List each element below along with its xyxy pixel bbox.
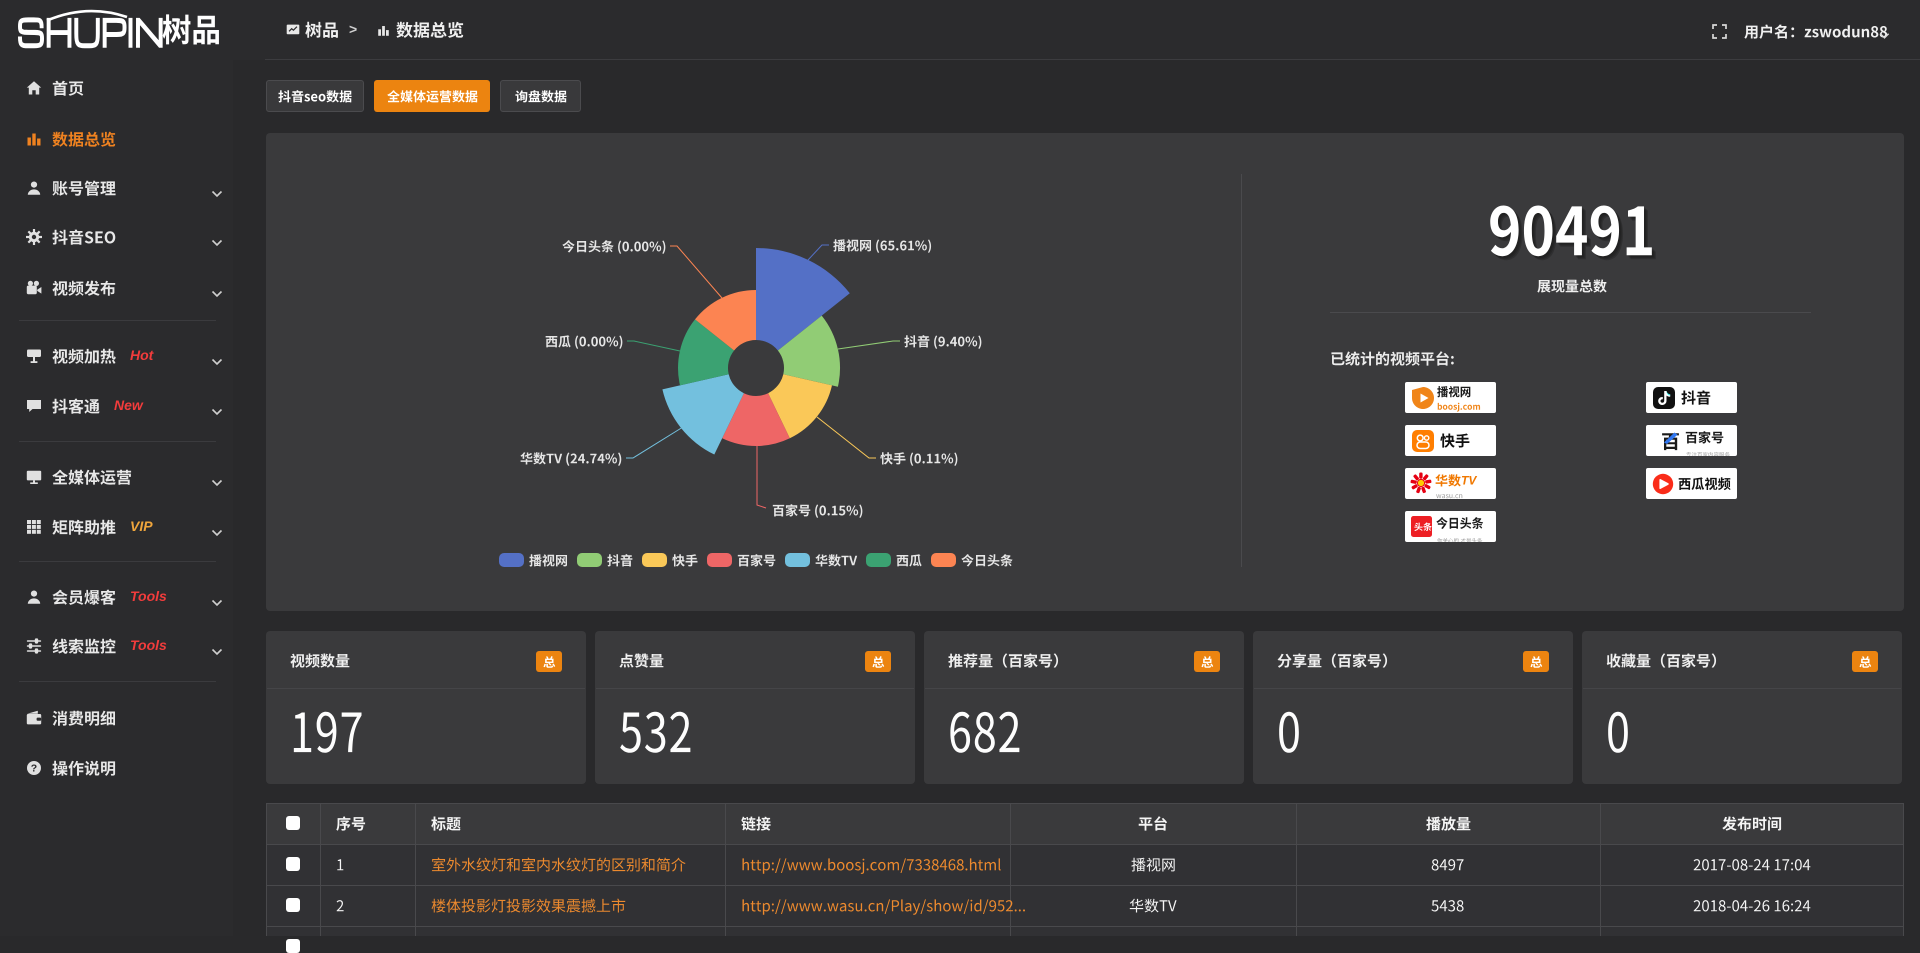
svg-text:?: ? (31, 763, 37, 775)
svg-text:TV: TV (1461, 474, 1477, 487)
